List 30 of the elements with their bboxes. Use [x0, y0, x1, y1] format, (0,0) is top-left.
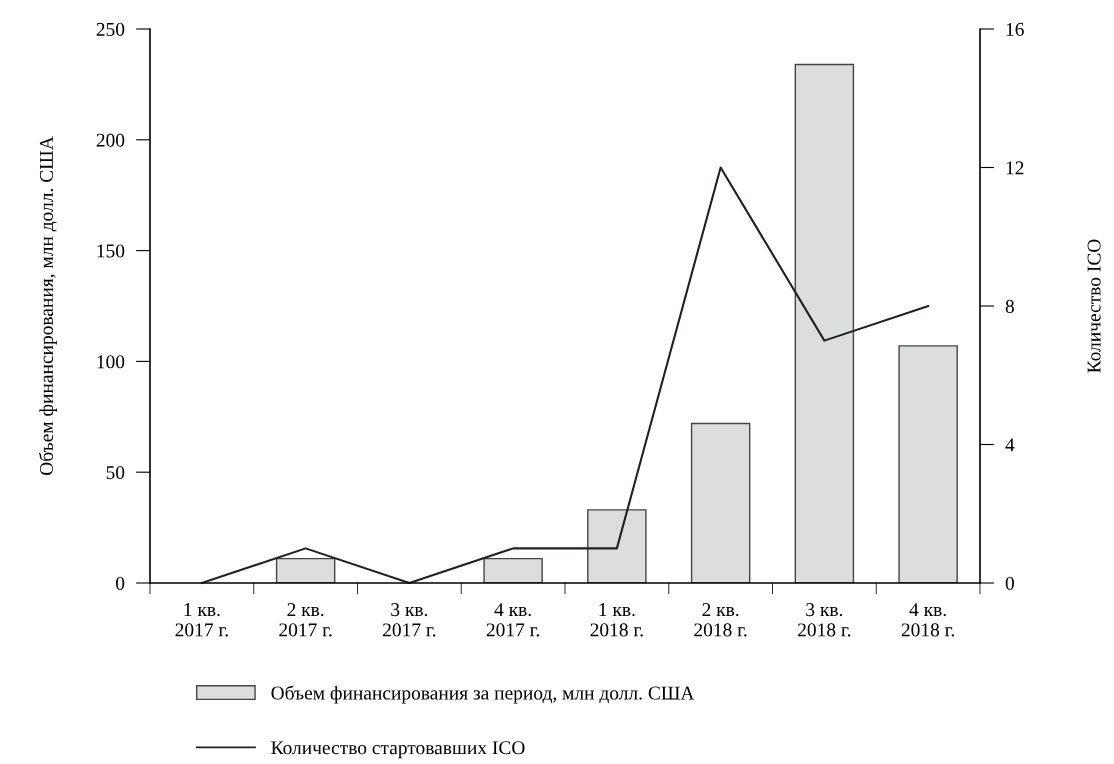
- bar: [794, 63, 855, 583]
- x-tick-label: 1 кв. 2017 г.: [175, 603, 228, 637]
- bar: [275, 557, 336, 583]
- legend-label: Объем финансирования за период, млн долл. США: [271, 685, 695, 704]
- y-tick-label: 50: [106, 466, 125, 480]
- bar: [898, 345, 958, 583]
- bar: [483, 557, 543, 583]
- bar: [690, 422, 751, 583]
- x-tick-label: 2 кв. 2018 г.: [694, 603, 747, 637]
- bar: [587, 509, 647, 583]
- x-tick-label: 4 кв. 2018 г.: [901, 603, 955, 637]
- legend-label: Количество стартовавших ICO: [271, 741, 525, 759]
- y-tick-label: 0: [116, 576, 125, 590]
- y-tick-label: 100: [97, 355, 125, 369]
- x-tick-label: 3 кв. 2017 г.: [383, 603, 436, 637]
- y-tick-label: 250: [96, 22, 125, 36]
- y2-tick-label: 8: [1005, 299, 1014, 313]
- y2-tick-label: 12: [1006, 161, 1024, 175]
- line-series: [200, 166, 930, 585]
- y2-tick-label: 0: [1005, 576, 1014, 590]
- x-tick-label: 2 кв. 2017 г.: [279, 603, 332, 637]
- x-tick-label: 1 кв. 2018 г.: [590, 603, 643, 637]
- y-axis-title: Объем финансирования, млн долл. США: [38, 136, 57, 476]
- x-tick-label: 3 кв. 2018 г.: [798, 603, 851, 637]
- y2-tick-label: 16: [1006, 22, 1024, 36]
- y-tick-label: 150: [97, 244, 125, 258]
- y2-axis-title: Количество ICO: [1087, 239, 1101, 373]
- y-tick-label: 200: [96, 133, 125, 147]
- x-tick-label: 4 кв. 2017 г.: [486, 603, 540, 637]
- y2-tick-label: 4: [1005, 438, 1015, 452]
